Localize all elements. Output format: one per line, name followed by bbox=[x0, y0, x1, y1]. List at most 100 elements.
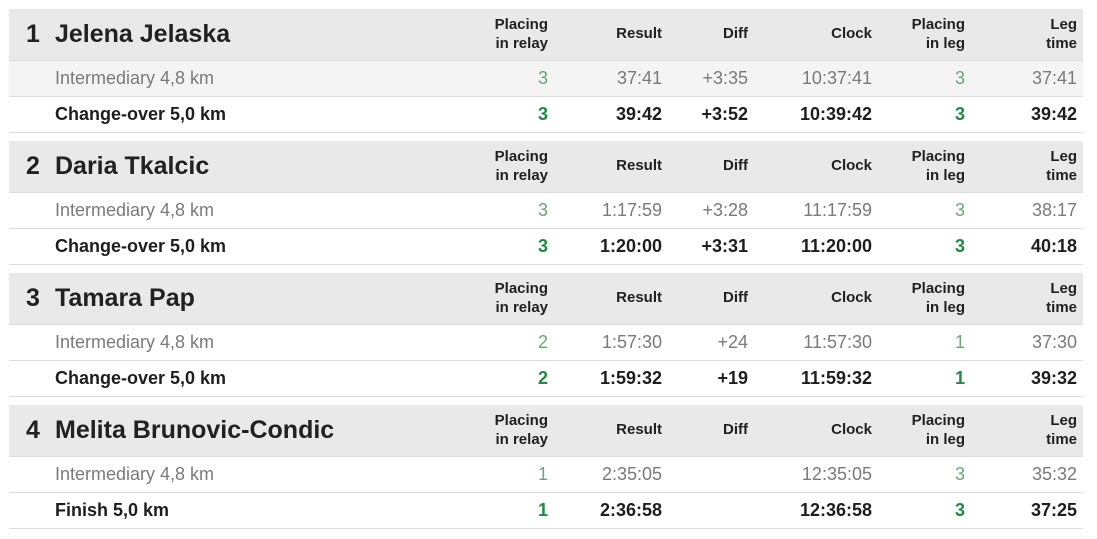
placing-in-leg-value: 3 bbox=[954, 68, 965, 88]
result-value: 1:17:59 bbox=[601, 200, 662, 220]
column-header-leg-time: Leg time bbox=[1046, 411, 1077, 448]
column-header-result: Result bbox=[616, 289, 662, 307]
result-value: 39:42 bbox=[615, 104, 662, 124]
column-header-leg-time: Leg time bbox=[1046, 279, 1077, 316]
column-header-clock: Clock bbox=[831, 421, 872, 439]
diff-value: +3:52 bbox=[701, 104, 748, 124]
diff-value: +3:35 bbox=[702, 68, 748, 88]
leg-section: 3 Tamara Pap Placing in relay Result Dif… bbox=[9, 273, 1083, 397]
placing-in-relay-value: 3 bbox=[537, 68, 548, 88]
clock-value: 12:36:58 bbox=[799, 500, 872, 520]
column-header-placing-in-relay: Placing in relay bbox=[494, 147, 548, 184]
column-header-diff: Diff bbox=[723, 421, 748, 439]
column-header-diff: Diff bbox=[723, 157, 748, 175]
diff-value: +24 bbox=[717, 332, 748, 352]
column-header-placing-in-leg: Placing in leg bbox=[911, 411, 965, 448]
column-header-placing-in-relay: Placing in relay bbox=[494, 279, 548, 316]
relay-results-table: 1 Jelena Jelaska Placing in relay Result… bbox=[9, 9, 1083, 529]
column-header-result: Result bbox=[616, 421, 662, 439]
placing-in-relay-value: 1 bbox=[537, 464, 548, 484]
result-value: 37:41 bbox=[616, 68, 662, 88]
column-header-leg-time: Leg time bbox=[1046, 15, 1077, 52]
runner-name: Melita Brunovic-Condic bbox=[55, 416, 335, 444]
changeover-row: Change-over 5,0 km 3 1:20:00 +3:31 11:20… bbox=[9, 228, 1083, 265]
result-value: 2:36:58 bbox=[599, 500, 662, 520]
leg-header: 1 Jelena Jelaska Placing in relay Result… bbox=[9, 9, 1083, 60]
diff-value: +3:28 bbox=[702, 200, 748, 220]
placing-in-leg-value: 3 bbox=[954, 236, 965, 256]
placing-in-relay-value: 3 bbox=[537, 236, 548, 256]
placing-in-leg-value: 3 bbox=[954, 200, 965, 220]
runner-name: Daria Tkalcic bbox=[55, 152, 210, 180]
intermediary-row: Intermediary 4,8 km 2 1:57:30 +24 11:57:… bbox=[9, 324, 1083, 360]
leg-number: 2 bbox=[26, 152, 40, 180]
clock-value: 11:57:30 bbox=[803, 332, 872, 352]
column-header-clock: Clock bbox=[831, 157, 872, 175]
diff-value: +3:31 bbox=[701, 236, 748, 256]
placing-in-relay-value: 3 bbox=[537, 200, 548, 220]
split-label: Change-over 5,0 km bbox=[55, 368, 227, 388]
intermediary-row: Intermediary 4,8 km 1 2:35:05 12:35:05 3… bbox=[9, 456, 1083, 492]
intermediary-row: Intermediary 4,8 km 3 37:41 +3:35 10:37:… bbox=[9, 60, 1083, 96]
column-header-leg-time: Leg time bbox=[1046, 147, 1077, 184]
clock-value: 11:59:32 bbox=[800, 368, 872, 388]
placing-in-leg-value: 1 bbox=[954, 368, 965, 388]
leg-time-value: 38:17 bbox=[1031, 200, 1077, 220]
leg-section: 2 Daria Tkalcic Placing in relay Result … bbox=[9, 141, 1083, 265]
column-header-clock: Clock bbox=[831, 25, 872, 43]
column-header-diff: Diff bbox=[723, 25, 748, 43]
column-header-placing-in-leg: Placing in leg bbox=[911, 147, 965, 184]
leg-time-value: 37:30 bbox=[1031, 332, 1077, 352]
placing-in-relay-value: 1 bbox=[537, 500, 548, 520]
leg-time-value: 40:18 bbox=[1030, 236, 1077, 256]
leg-time-value: 35:32 bbox=[1031, 464, 1077, 484]
leg-number: 1 bbox=[26, 20, 40, 48]
changeover-row: Finish 5,0 km 1 2:36:58 12:36:58 3 37:25 bbox=[9, 492, 1083, 529]
split-label: Intermediary 4,8 km bbox=[55, 332, 215, 352]
intermediary-row: Intermediary 4,8 km 3 1:17:59 +3:28 11:1… bbox=[9, 192, 1083, 228]
placing-in-leg-value: 3 bbox=[954, 464, 965, 484]
clock-value: 12:35:05 bbox=[801, 464, 872, 484]
leg-number: 3 bbox=[26, 284, 40, 312]
leg-section: 4 Melita Brunovic-Condic Placing in rela… bbox=[9, 405, 1083, 529]
column-header-placing-in-leg: Placing in leg bbox=[911, 279, 965, 316]
placing-in-relay-value: 3 bbox=[537, 104, 548, 124]
placing-in-leg-value: 3 bbox=[954, 104, 965, 124]
split-label: Intermediary 4,8 km bbox=[55, 68, 215, 88]
result-value: 2:35:05 bbox=[601, 464, 662, 484]
split-label: Finish 5,0 km bbox=[55, 500, 170, 520]
placing-in-relay-value: 2 bbox=[537, 368, 548, 388]
result-value: 1:20:00 bbox=[599, 236, 662, 256]
split-label: Change-over 5,0 km bbox=[55, 236, 227, 256]
changeover-row: Change-over 5,0 km 3 39:42 +3:52 10:39:4… bbox=[9, 96, 1083, 133]
column-header-placing-in-relay: Placing in relay bbox=[494, 411, 548, 448]
column-header-clock: Clock bbox=[831, 289, 872, 307]
placing-in-relay-value: 2 bbox=[537, 332, 548, 352]
leg-header: 2 Daria Tkalcic Placing in relay Result … bbox=[9, 141, 1083, 192]
clock-value: 10:37:41 bbox=[801, 68, 872, 88]
column-header-placing-in-leg: Placing in leg bbox=[911, 15, 965, 52]
leg-time-value: 39:42 bbox=[1030, 104, 1077, 124]
clock-value: 11:20:00 bbox=[800, 236, 872, 256]
leg-section: 1 Jelena Jelaska Placing in relay Result… bbox=[9, 9, 1083, 133]
split-label: Change-over 5,0 km bbox=[55, 104, 227, 124]
leg-time-value: 39:32 bbox=[1030, 368, 1077, 388]
leg-header: 3 Tamara Pap Placing in relay Result Dif… bbox=[9, 273, 1083, 324]
runner-name: Tamara Pap bbox=[55, 284, 195, 312]
placing-in-leg-value: 3 bbox=[954, 500, 965, 520]
leg-time-value: 37:25 bbox=[1030, 500, 1077, 520]
result-value: 1:57:30 bbox=[601, 332, 662, 352]
column-header-placing-in-relay: Placing in relay bbox=[494, 15, 548, 52]
clock-value: 11:17:59 bbox=[803, 200, 872, 220]
clock-value: 10:39:42 bbox=[799, 104, 872, 124]
split-label: Intermediary 4,8 km bbox=[55, 200, 215, 220]
column-header-diff: Diff bbox=[723, 289, 748, 307]
leg-header: 4 Melita Brunovic-Condic Placing in rela… bbox=[9, 405, 1083, 456]
leg-time-value: 37:41 bbox=[1031, 68, 1077, 88]
placing-in-leg-value: 1 bbox=[954, 332, 965, 352]
diff-value: +19 bbox=[717, 368, 748, 388]
split-label: Intermediary 4,8 km bbox=[55, 464, 215, 484]
leg-number: 4 bbox=[26, 416, 40, 444]
column-header-result: Result bbox=[616, 157, 662, 175]
column-header-result: Result bbox=[616, 25, 662, 43]
